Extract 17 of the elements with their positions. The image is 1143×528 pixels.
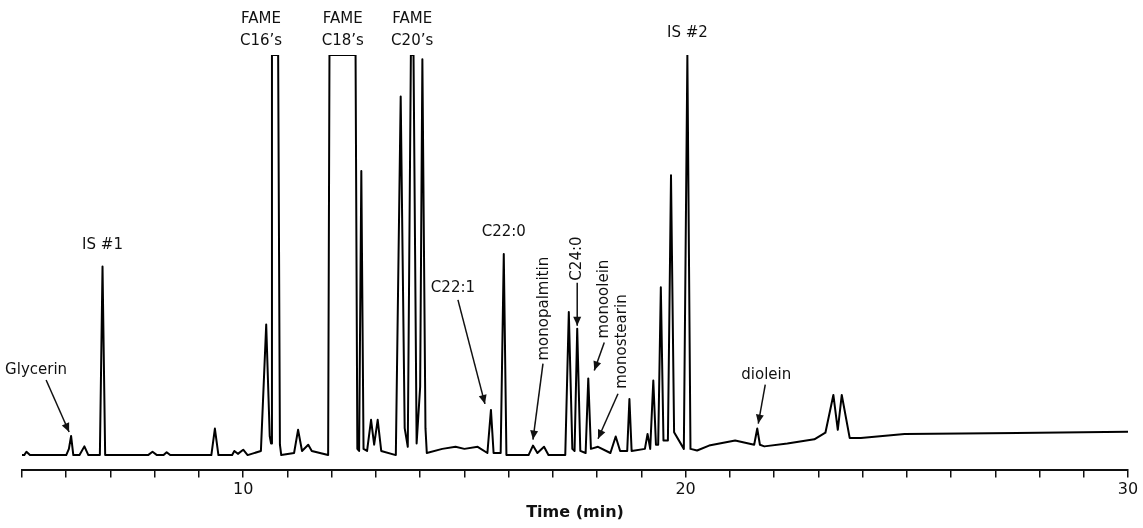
annotation: monopalmitin — [533, 256, 552, 361]
annotation: monostearin — [611, 294, 630, 389]
annotation: FAME C18’s — [321, 9, 364, 50]
annotation: C22:0 — [481, 222, 526, 241]
x-axis-title: Time (min) — [526, 501, 624, 521]
annotation: monoolein — [594, 259, 613, 339]
x-tick-label: 10 — [233, 479, 254, 499]
x-tick-label: 30 — [1117, 479, 1139, 499]
annotation: IS #2 — [666, 23, 708, 42]
annotation: IS #1 — [82, 234, 123, 253]
annotation: C24:0 — [567, 236, 586, 281]
annotation: FAME C20’s — [391, 9, 434, 50]
x-tick-label: 20 — [675, 479, 696, 499]
annotation: Glycerin — [5, 360, 68, 379]
annotation: diolein — [741, 364, 792, 383]
annotation: C22:1 — [430, 278, 476, 297]
annotation: FAME C16’s — [239, 9, 283, 50]
